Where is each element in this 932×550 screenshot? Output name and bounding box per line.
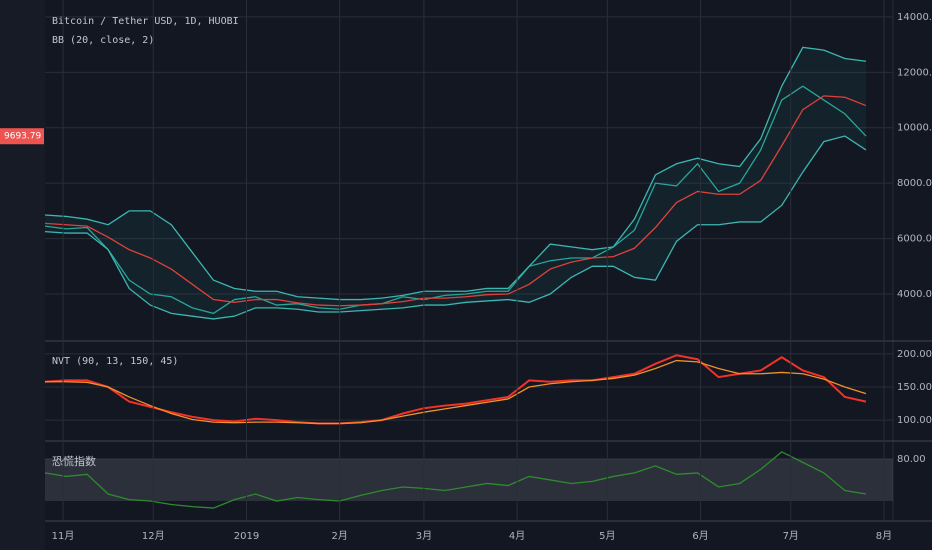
x-tick-label: 12月 (142, 530, 165, 542)
y-tick-label: 12000.00 (897, 67, 932, 78)
x-tick-label: 8月 (876, 530, 892, 542)
y-tick-label: 6000.00 (897, 234, 932, 245)
band (45, 458, 893, 502)
series-line (44, 135, 867, 320)
y-tick-label: 200.00 (897, 349, 932, 360)
x-tick-label: 11月 (52, 530, 75, 542)
y-tick-label: 10000.00 (897, 123, 932, 134)
series-line (45, 359, 867, 425)
y-tick-label: 100.00 (897, 415, 932, 426)
series-line (44, 85, 867, 315)
series-line (44, 451, 867, 509)
y-tick-label: 14000.00 (897, 12, 932, 23)
toolbar (0, 0, 45, 550)
indicator-label: BB (20, close, 2) (52, 35, 154, 46)
series-line (44, 46, 867, 301)
chart-title: Bitcoin / Tether USD, 1D, HUOBI (52, 16, 239, 27)
y-tick-label: 8000.00 (897, 178, 932, 189)
x-tick-label: 3月 (416, 530, 432, 542)
last-price-label: 9693.79 (4, 132, 41, 142)
y-tick-label: 150.00 (897, 382, 932, 393)
y-tick-label: 4000.00 (897, 289, 932, 300)
y-tick-label: 80.00 (897, 454, 926, 465)
last-price-box (0, 128, 44, 145)
indicator-label: 恐慌指数 (52, 454, 96, 468)
band-fill (45, 47, 866, 319)
indicator-label: NVT (90, 13, 150, 45) (52, 356, 178, 367)
x-tick-label: 4月 (509, 530, 525, 542)
series-line (44, 354, 867, 425)
series-line (44, 95, 867, 307)
plot-layer (44, 0, 893, 520)
x-tick-label: 2019 (234, 531, 259, 542)
x-tick-label: 2月 (332, 530, 348, 542)
x-tick-label: 7月 (783, 530, 799, 542)
x-tick-label: 6月 (692, 530, 708, 542)
x-tick-label: 5月 (599, 530, 615, 542)
